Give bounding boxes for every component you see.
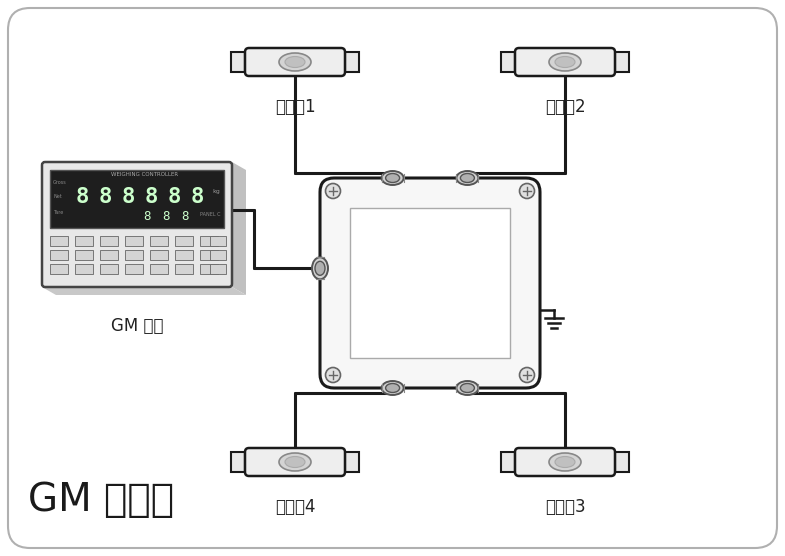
Bar [175, 264, 193, 274]
FancyBboxPatch shape [8, 8, 777, 548]
FancyBboxPatch shape [42, 162, 232, 287]
Ellipse shape [279, 453, 311, 471]
Circle shape [326, 368, 341, 383]
Ellipse shape [315, 261, 325, 275]
Bar [200, 236, 218, 246]
Polygon shape [42, 287, 246, 295]
Bar [200, 250, 218, 260]
Text: WEIGHING CONTROLLER: WEIGHING CONTROLLER [111, 172, 178, 177]
FancyBboxPatch shape [515, 448, 615, 476]
Bar [100, 264, 118, 274]
Bar [350, 208, 510, 358]
Text: kg: kg [212, 190, 220, 195]
Text: 8: 8 [190, 187, 203, 207]
FancyBboxPatch shape [245, 448, 345, 476]
Bar [125, 236, 143, 246]
Bar [210, 250, 226, 260]
Ellipse shape [285, 456, 305, 468]
Circle shape [326, 183, 341, 198]
Ellipse shape [382, 381, 403, 395]
Text: 传感器4: 传感器4 [275, 498, 316, 516]
Ellipse shape [456, 381, 478, 395]
Text: 8: 8 [122, 187, 135, 207]
FancyBboxPatch shape [320, 178, 540, 388]
Bar [50, 170, 224, 228]
Bar [200, 264, 218, 274]
Text: GM 接线盒: GM 接线盒 [28, 481, 174, 519]
Bar [125, 264, 143, 274]
Text: 8: 8 [181, 211, 188, 224]
Bar [150, 264, 168, 274]
Ellipse shape [555, 456, 575, 468]
Bar [615, 52, 629, 72]
Bar [501, 52, 515, 72]
Ellipse shape [385, 173, 400, 182]
Bar [75, 264, 93, 274]
FancyBboxPatch shape [245, 48, 345, 76]
Text: 8: 8 [98, 187, 111, 207]
Text: 传感器1: 传感器1 [275, 98, 316, 116]
Ellipse shape [460, 384, 474, 393]
Bar [231, 52, 245, 72]
Ellipse shape [279, 53, 311, 71]
Text: PANEL C: PANEL C [199, 212, 220, 217]
Bar [150, 250, 168, 260]
Bar [210, 236, 226, 246]
Text: 8: 8 [143, 211, 151, 224]
Bar [100, 236, 118, 246]
Ellipse shape [382, 171, 403, 185]
Text: 8: 8 [75, 187, 89, 207]
Ellipse shape [312, 257, 328, 279]
Ellipse shape [385, 384, 400, 393]
Text: 8: 8 [167, 187, 181, 207]
Bar [175, 236, 193, 246]
Bar [50, 250, 68, 260]
Text: 8: 8 [162, 211, 170, 224]
Bar [615, 452, 629, 472]
Bar [50, 264, 68, 274]
Bar [100, 250, 118, 260]
Bar [75, 250, 93, 260]
Circle shape [520, 183, 535, 198]
Polygon shape [232, 162, 246, 295]
Circle shape [520, 368, 535, 383]
Bar [150, 236, 168, 246]
Text: 传感器2: 传感器2 [545, 98, 586, 116]
Ellipse shape [456, 171, 478, 185]
Text: 传感器3: 传感器3 [545, 498, 586, 516]
Text: Gross: Gross [53, 180, 67, 185]
Bar [501, 452, 515, 472]
Bar [175, 250, 193, 260]
Ellipse shape [460, 173, 474, 182]
Bar [75, 236, 93, 246]
Ellipse shape [555, 57, 575, 67]
FancyBboxPatch shape [515, 48, 615, 76]
Text: GM 仪表: GM 仪表 [111, 317, 163, 335]
Bar [210, 264, 226, 274]
Text: 8: 8 [144, 187, 158, 207]
Bar [345, 452, 359, 472]
Text: Tare: Tare [53, 210, 64, 215]
Bar [125, 250, 143, 260]
Bar [231, 452, 245, 472]
Bar [50, 236, 68, 246]
Ellipse shape [285, 57, 305, 67]
Ellipse shape [549, 453, 581, 471]
Bar [345, 52, 359, 72]
Ellipse shape [549, 53, 581, 71]
Text: Net: Net [53, 195, 62, 200]
